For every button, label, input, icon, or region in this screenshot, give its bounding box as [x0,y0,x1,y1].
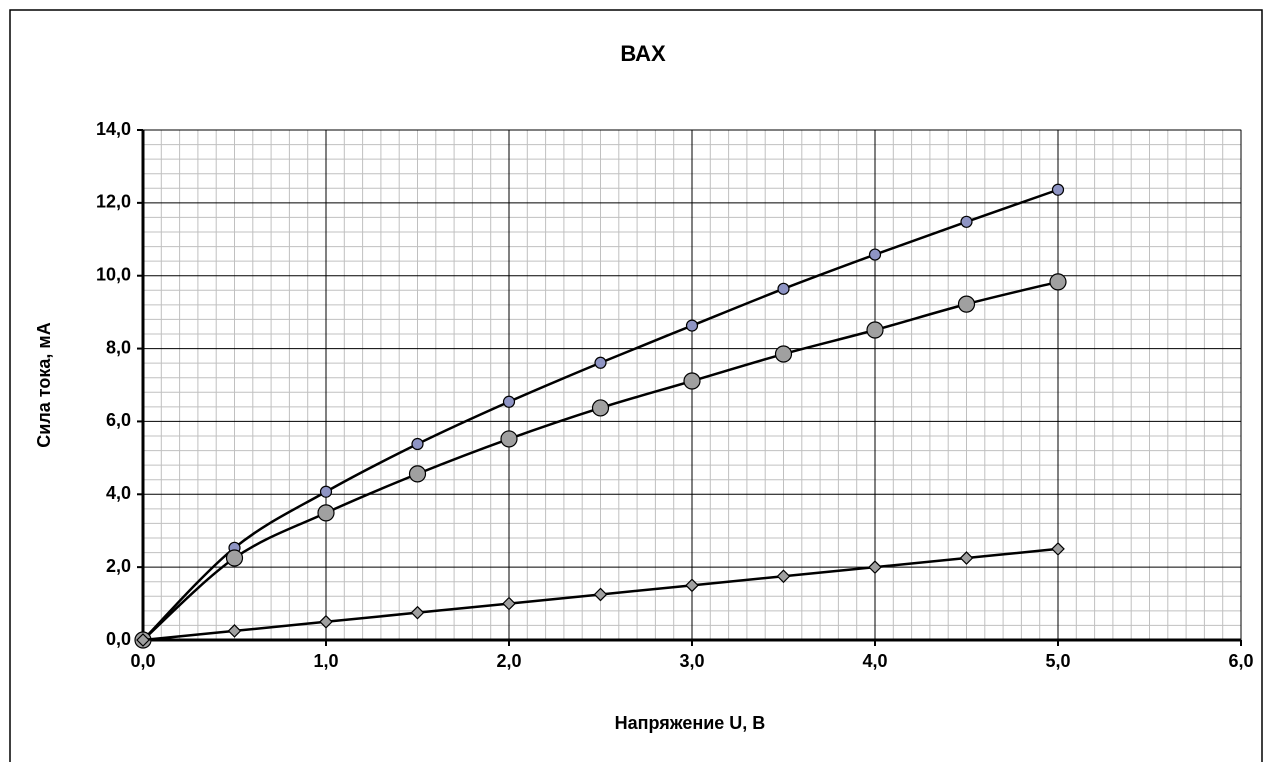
x-tick-label: 2,0 [496,651,521,671]
marker [866,321,884,339]
marker [591,399,610,417]
x-tick-label: 5,0 [1045,651,1070,671]
marker [957,295,976,313]
y-axis-label: Сила тока, мА [34,322,54,447]
marker [593,587,608,602]
marker [1051,542,1065,556]
marker [500,430,518,448]
marker [319,614,333,629]
marker [959,551,974,565]
marker [960,215,973,228]
y-tick-label: 14,0 [96,119,131,139]
y-tick-label: 4,0 [106,483,131,503]
x-tick-label: 4,0 [862,651,887,671]
x-tick-label: 1,0 [313,651,338,671]
y-tick-label: 6,0 [106,410,131,430]
marker [685,319,699,332]
marker [502,395,516,408]
marker [319,485,333,498]
marker [136,633,150,647]
marker [317,504,335,522]
x-tick-label: 3,0 [679,651,704,671]
marker [225,549,244,567]
marker [776,569,791,584]
marker [594,356,607,369]
marker [502,596,516,611]
marker [1049,273,1067,291]
marker [685,578,699,593]
marker [411,437,424,451]
marker [777,282,790,295]
x-axis-label: Напряжение U, В [615,713,766,733]
marker [227,624,242,638]
x-tick-label: 0,0 [130,651,155,671]
marker [410,605,425,620]
marker [408,465,427,483]
y-tick-label: 0,0 [106,629,131,649]
y-tick-label: 2,0 [106,556,131,576]
marker [1051,183,1065,196]
marker [868,248,882,261]
y-tick-label: 8,0 [106,337,131,357]
marker [868,560,882,574]
marker [683,372,701,390]
chart-title: ВАХ [620,41,666,66]
series-line [142,188,1059,641]
y-tick-label: 10,0 [96,264,131,284]
y-tick-label: 12,0 [96,192,131,212]
x-tick-label: 6,0 [1228,651,1253,671]
marker [774,345,793,363]
